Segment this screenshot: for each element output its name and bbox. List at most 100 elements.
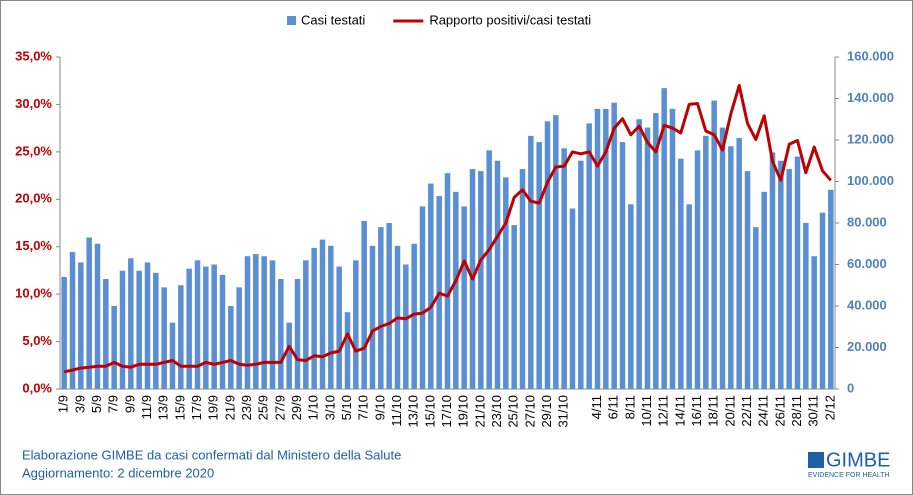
x-tick-label: 1/9: [56, 395, 71, 413]
bar: [444, 173, 451, 389]
x-tick-label: 12/11: [656, 395, 671, 427]
bar: [653, 113, 659, 390]
bar: [203, 266, 209, 389]
bar: [319, 239, 326, 389]
x-tick-label: 21/10: [472, 395, 487, 428]
bar: [303, 260, 309, 389]
y-tick-label: 10,0%: [15, 286, 52, 301]
bar: [136, 270, 142, 389]
x-tick-label: 20/11: [722, 395, 737, 427]
bar: [403, 264, 409, 389]
x-tick-label: 17/9: [189, 395, 204, 420]
bar: [819, 212, 826, 389]
bar: [794, 156, 801, 389]
bar: [744, 171, 751, 389]
bar: [178, 285, 184, 389]
x-tick-label: 24/11: [756, 395, 771, 427]
logo: GIMBE EVIDENCE FOR HEALTH: [808, 449, 890, 479]
x-tick-label: 9/10: [372, 395, 387, 420]
bar: [428, 183, 434, 389]
bar: [519, 169, 526, 389]
x-tick-label: 10/11: [639, 395, 654, 427]
bar: [619, 142, 626, 389]
bar: [386, 223, 392, 389]
bar: [728, 146, 734, 389]
x-tick-label: 29/10: [539, 395, 554, 428]
bar: [111, 306, 117, 389]
bar: [719, 127, 726, 390]
legend-label: Casi testati: [301, 12, 365, 27]
x-tick-label: 30/11: [806, 395, 821, 427]
bar: [553, 115, 559, 389]
bar: [219, 274, 226, 389]
x-tick-label: 4/11: [589, 395, 604, 419]
bar: [453, 191, 459, 389]
legend-label: Rapporto positivi/casi testati: [429, 12, 591, 27]
bar: [169, 322, 176, 389]
footnote: Elaborazione GIMBE da casi confermati da…: [22, 447, 401, 462]
y-tick-label: 15,0%: [15, 238, 52, 253]
bar: [761, 191, 767, 389]
y2-tick-label: 20.000: [847, 339, 887, 354]
bar: [478, 171, 484, 389]
legend-swatch: [287, 16, 296, 25]
bar: [486, 150, 492, 389]
x-tick-label: 7/10: [356, 395, 371, 420]
x-tick-label: 2/12: [822, 395, 837, 420]
x-tick-label: 14/11: [672, 395, 687, 427]
x-tick-label: 23/10: [489, 395, 504, 428]
x-tick-label: 9/9: [122, 395, 137, 413]
bar: [378, 227, 384, 389]
y-tick-label: 35,0%: [15, 48, 52, 63]
y2-tick-label: 80.000: [847, 214, 887, 229]
y2-tick-label: 40.000: [847, 297, 887, 312]
bar: [669, 108, 676, 389]
bar: [703, 135, 709, 389]
x-tick-label: 19/9: [206, 395, 221, 420]
bar: [269, 260, 276, 389]
x-tick-label: 27/10: [522, 395, 537, 428]
logo-tagline: EVIDENCE FOR HEALTH: [808, 472, 890, 479]
bar: [561, 148, 567, 389]
logo-icon: [808, 452, 824, 468]
footnote: Aggiornamento: 2 dicembre 2020: [22, 465, 214, 480]
bar: [94, 243, 101, 389]
bar: [311, 247, 317, 389]
y-tick-label: 0,0%: [22, 380, 52, 395]
y2-tick-label: 120.000: [847, 131, 894, 146]
bar: [628, 204, 634, 389]
bar: [244, 256, 251, 389]
bar: [686, 204, 692, 389]
bar: [278, 279, 284, 389]
bar: [128, 258, 134, 389]
bar: [144, 262, 151, 389]
bar: [594, 108, 601, 389]
line: [63, 84, 832, 374]
x-tick-label: 18/11: [706, 395, 721, 427]
bar: [294, 279, 301, 389]
x-tick-label: 1/10: [306, 395, 321, 420]
bar: [186, 268, 192, 389]
bar: [86, 237, 92, 389]
bar: [161, 287, 167, 389]
bar: [153, 272, 159, 389]
bar: [328, 245, 334, 389]
bar: [503, 177, 509, 389]
x-tick-label: 15/10: [422, 395, 437, 428]
bar: [61, 276, 67, 389]
bar: [511, 225, 517, 389]
bar: [711, 100, 717, 389]
bar: [336, 266, 342, 389]
x-tick-label: 22/11: [739, 395, 754, 427]
x-tick-label: 25/9: [256, 395, 271, 420]
bar: [678, 158, 684, 389]
bar: [611, 102, 617, 390]
bar: [211, 264, 217, 389]
bar: [69, 252, 76, 389]
x-tick-label: 11/10: [389, 395, 404, 427]
bar: [369, 245, 376, 389]
bar: [286, 322, 292, 389]
x-tick-label: 19/10: [456, 395, 471, 428]
x-tick-label: 5/10: [339, 395, 354, 420]
